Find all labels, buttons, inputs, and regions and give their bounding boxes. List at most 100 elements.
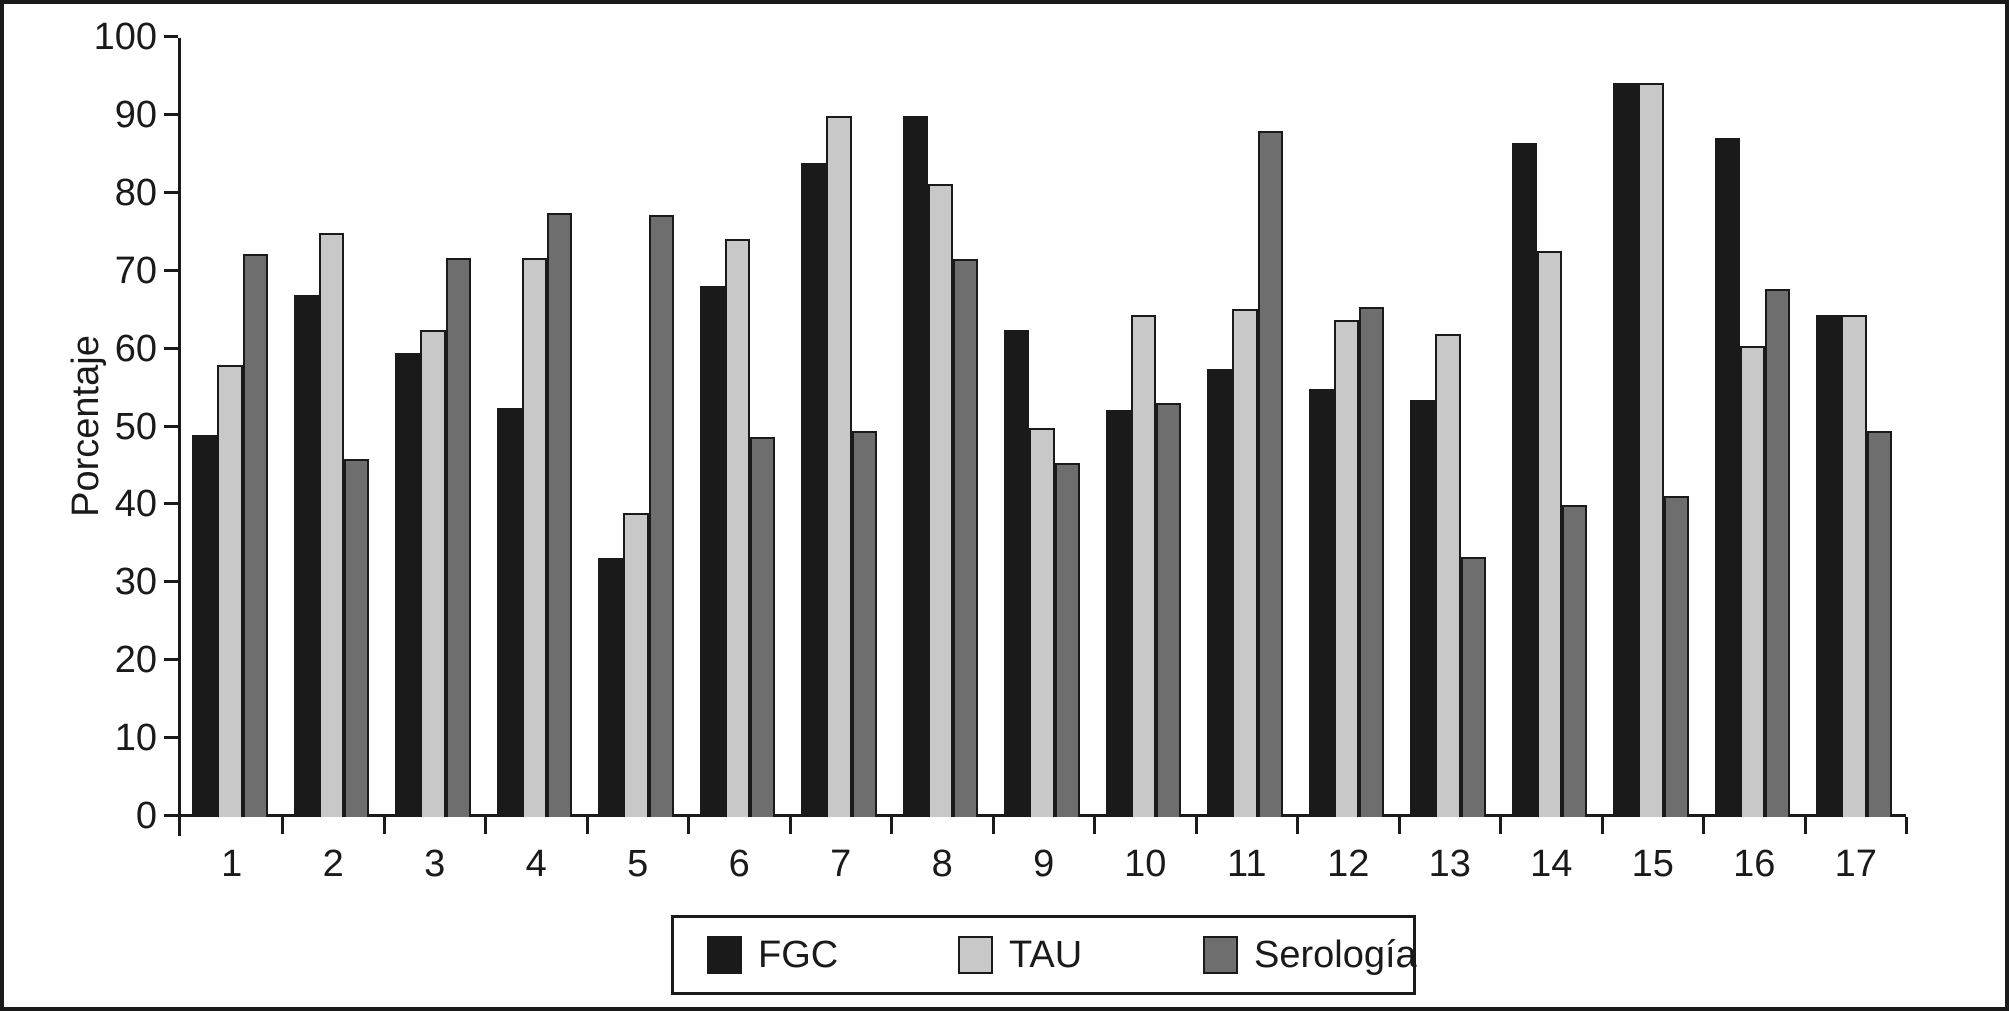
y-tick-label-40: 40	[114, 483, 157, 526]
y-tick-label-20: 20	[114, 639, 157, 682]
bar-serología-15	[1663, 496, 1689, 817]
x-boundary-tick-14	[1600, 817, 1604, 834]
bar-fgc-13	[1410, 400, 1436, 817]
bar-tau-3	[420, 330, 446, 817]
bar-serología-13	[1460, 556, 1486, 817]
y-tick-label-60: 60	[114, 327, 157, 370]
bar-fgc-5	[598, 557, 624, 817]
bar-serología-12	[1359, 306, 1385, 817]
bar-serología-4	[547, 213, 573, 817]
legend-label-tau: TAU	[1009, 934, 1083, 976]
x-boundary-tick-5	[687, 817, 690, 834]
x-boundary-tick-12	[1397, 817, 1401, 834]
x-boundary-tick-1	[281, 817, 284, 834]
y-tick-80	[164, 190, 178, 194]
y-tick-label-50: 50	[114, 405, 157, 448]
bar-tau-13	[1435, 334, 1461, 817]
bar-serología-11	[1257, 131, 1283, 817]
bar-fgc-16	[1714, 137, 1740, 817]
bar-tau-11	[1232, 309, 1258, 817]
x-label-3: 3	[424, 843, 446, 885]
bar-fgc-2	[293, 295, 319, 817]
x-label-6: 6	[728, 843, 750, 885]
bar-tau-2	[318, 232, 345, 817]
bar-fgc-14	[1511, 143, 1537, 817]
y-tick-0	[164, 814, 178, 817]
y-tick-label-100: 100	[93, 16, 157, 58]
bar-serología-2	[344, 458, 370, 817]
legend-swatch-serología	[1203, 936, 1238, 974]
bar-serología-7	[851, 430, 877, 817]
x-label-8: 8	[931, 843, 953, 885]
x-label-17: 17	[1834, 843, 1877, 885]
bar-fgc-11	[1207, 369, 1233, 817]
bar-fgc-4	[496, 408, 522, 817]
legend-swatch-fgc	[707, 936, 742, 974]
x-label-15: 15	[1631, 843, 1674, 885]
x-boundary-tick-11	[1296, 817, 1299, 834]
bar-tau-1	[217, 365, 243, 817]
x-label-5: 5	[627, 843, 649, 885]
x-label-10: 10	[1124, 843, 1167, 885]
bar-serología-10	[1156, 402, 1182, 817]
x-boundary-tick-10	[1194, 817, 1198, 834]
x-boundary-tick-9	[1093, 817, 1096, 834]
legend-label-serología: Serología	[1254, 934, 1417, 976]
x-boundary-tick-8	[991, 817, 995, 834]
bar-serología-14	[1562, 505, 1588, 817]
x-boundary-tick-17	[1905, 817, 1908, 834]
y-tick-label-90: 90	[114, 93, 157, 136]
legend-item-fgc: FGC	[707, 935, 838, 975]
x-label-7: 7	[830, 843, 852, 885]
legend-item-serología: Serología	[1203, 935, 1417, 975]
y-tick-label-10: 10	[114, 717, 157, 760]
bar-tau-5	[623, 513, 649, 817]
y-tick-20	[164, 658, 178, 662]
x-label-11: 11	[1227, 843, 1267, 885]
bar-fgc-6	[699, 285, 725, 817]
bar-fgc-7	[801, 162, 827, 817]
legend-swatch-tau	[958, 936, 993, 974]
y-tick-label-0: 0	[135, 795, 157, 837]
x-boundary-tick-2	[382, 817, 386, 834]
bar-tau-4	[521, 258, 548, 817]
y-tick-label-70: 70	[114, 249, 157, 292]
y-tick-40	[164, 502, 178, 506]
bar-serología-3	[445, 258, 471, 817]
y-tick-100	[164, 35, 178, 38]
bar-tau-8	[927, 184, 954, 817]
x-label-12: 12	[1327, 843, 1370, 885]
bar-tau-17	[1841, 314, 1867, 817]
bar-serología-17	[1866, 431, 1892, 817]
bar-fgc-9	[1004, 330, 1030, 817]
bar-fgc-8	[902, 115, 928, 817]
y-tick-label-30: 30	[114, 561, 157, 604]
bar-tau-6	[724, 238, 751, 817]
bar-serología-1	[242, 253, 268, 817]
y-tick-70	[164, 268, 178, 272]
bar-tau-16	[1739, 345, 1766, 817]
x-boundary-tick-13	[1499, 817, 1502, 834]
x-boundary-tick-16	[1803, 817, 1807, 834]
x-label-16: 16	[1733, 843, 1776, 885]
legend-label-fgc: FGC	[758, 934, 839, 976]
bar-serología-8	[953, 259, 979, 817]
legend: FGC TAU Serología	[671, 915, 1417, 995]
y-tick-90	[164, 112, 178, 116]
bar-tau-10	[1130, 314, 1157, 817]
y-tick-30	[164, 580, 178, 584]
y-tick-60	[164, 346, 178, 350]
bar-fgc-3	[395, 353, 421, 817]
bar-tau-12	[1333, 319, 1360, 817]
x-label-9: 9	[1033, 843, 1055, 885]
bar-fgc-17	[1816, 314, 1842, 817]
bar-fgc-10	[1105, 410, 1131, 817]
y-tick-50	[164, 424, 178, 428]
bar-fgc-15	[1613, 83, 1639, 817]
bar-tau-7	[826, 115, 852, 817]
bar-serología-9	[1054, 462, 1080, 817]
bar-fgc-1	[192, 435, 218, 817]
y-tick-label-80: 80	[114, 171, 157, 214]
bar-serología-16	[1765, 288, 1791, 817]
